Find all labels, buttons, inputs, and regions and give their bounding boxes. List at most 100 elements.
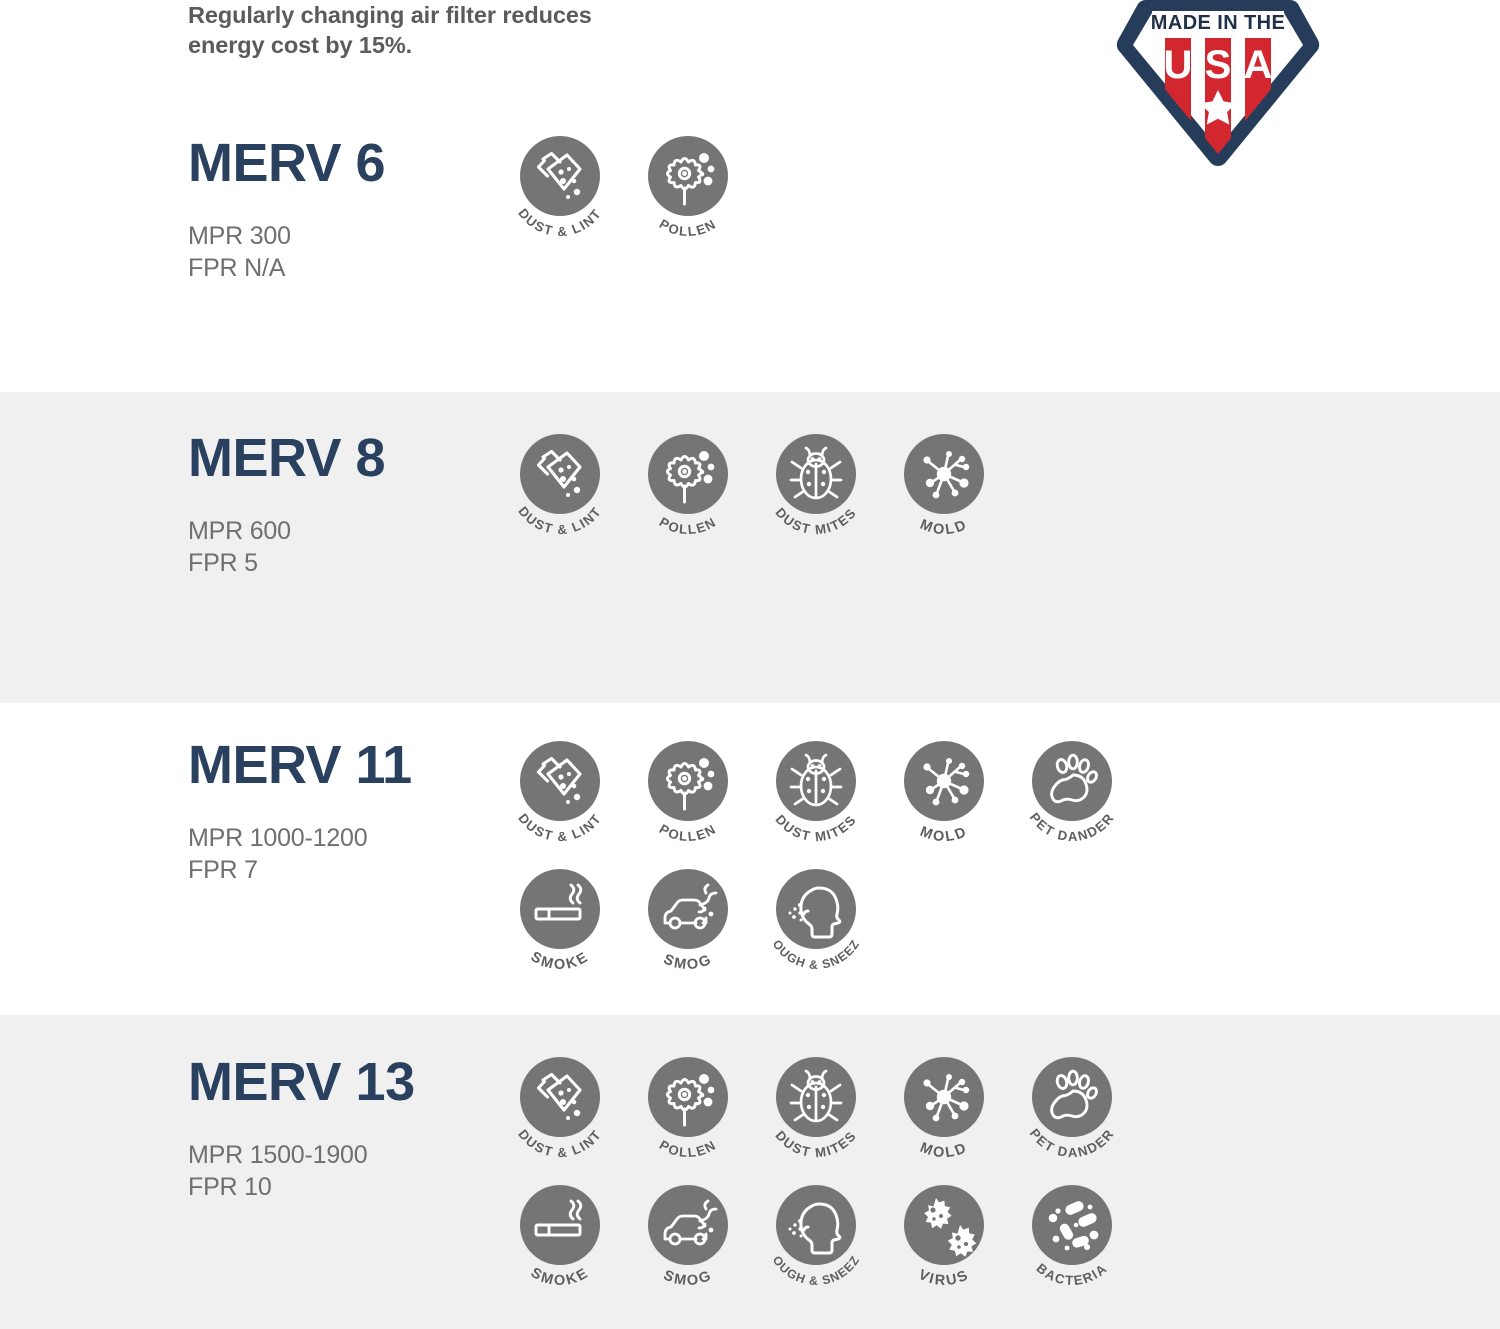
merv-label-col: MERV 8 MPR 600 FPR 5 [188,431,488,579]
icon-row: DUST & LINT POLLEN [515,741,1156,869]
icon-disc [520,136,600,216]
dust-lint-glyph-icon [520,741,600,821]
merv-fpr: FPR 5 [188,549,258,577]
merv-label-col: MERV 11 MPR 1000-1200 FPR 7 [188,738,488,886]
dust-mites-icon: DUST MITES [772,434,860,537]
svg-text:MOLD: MOLD [918,1140,971,1162]
mold-glyph-icon [904,741,984,821]
made-in-usa-badge-icon: MADE IN THE U S A [1116,0,1320,166]
icon-cell-dust-lint: DUST & LINT [515,1057,644,1185]
band-merv13 [0,1015,1500,1329]
icon-rows: DUST & LINT POLLEN [515,136,772,264]
icon-disc [520,741,600,821]
pet-dander-icon: PET DANDER [1027,1057,1116,1160]
mold-icon: MOLD [900,741,988,845]
dust-mites-icon: DUST MITES [772,741,860,844]
bacteria-glyph-icon [1032,1185,1112,1265]
icon-cell-mold: MOLD [900,741,1028,869]
merv-title: MERV 11 [188,735,412,795]
dust-lint-glyph-icon [520,434,600,514]
pollen-glyph-icon [648,1057,728,1137]
pet-dander-glyph-icon [1032,741,1112,821]
band-merv11 [0,703,1500,1015]
svg-text:POLLEN: POLLEN [657,821,719,844]
smoke-icon: SMOKE [516,869,604,973]
icon-cell-pet-dander: PET DANDER [1027,741,1156,869]
icon-cell-bacteria: BACTERIA [1028,1185,1156,1313]
merv-fpr: FPR 7 [188,856,258,884]
merv-mpr: MPR 1500-1900 [188,1141,368,1169]
merv-mpr: MPR 300 [188,222,291,250]
intro-note: Regularly changing air filter reduces en… [188,2,592,58]
icon-rows: DUST & LINT POLLEN [515,1057,1156,1313]
pollen-icon: POLLEN [644,136,732,239]
svg-text:SMOKE: SMOKE [528,1265,592,1289]
icon-cell-mold: MOLD [900,1057,1028,1185]
pollen-glyph-icon [648,136,728,216]
merv-fpr: FPR N/A [188,254,286,282]
badge-letter-s: S [1205,43,1232,87]
dust-mites-glyph-icon [776,741,856,821]
merv-specs: MPR 1000-1200 FPR 7 [188,822,488,886]
mold-icon: MOLD [900,434,988,538]
virus-glyph-icon [904,1185,984,1265]
icon-cell-dust-mites: DUST MITES [772,1057,900,1185]
icon-cell-pollen: POLLEN [644,1057,772,1185]
merv-title: MERV 8 [188,428,386,488]
pollen-icon: POLLEN [644,1057,732,1160]
icon-cell-smoke: SMOKE [516,1185,644,1313]
svg-text:MOLD: MOLD [918,824,971,846]
badge-letter-u: U [1164,43,1193,87]
icon-cell-smog: SMOG [644,1185,772,1313]
icon-row: SMOKE SMOG COUGH & SNEEZE [516,1166,1156,1313]
icon-cell-mold: MOLD [900,434,1028,562]
merv-mpr: MPR 600 [188,517,291,545]
svg-text:POLLEN: POLLEN [657,216,719,239]
icon-disc [648,1185,728,1265]
cough-sneeze-icon: COUGH & SNEEZE [753,1166,861,1288]
icon-disc [1032,1185,1112,1265]
mold-glyph-icon [904,1057,984,1137]
icon-cell-smoke: SMOKE [516,869,644,997]
pollen-icon: POLLEN [644,434,732,537]
icon-cell-pet-dander: PET DANDER [1027,1057,1156,1185]
dust-lint-icon: DUST & LINT [515,1057,604,1160]
svg-text:VIRUS: VIRUS [916,1267,972,1289]
icon-cell-virus: VIRUS [900,1185,1028,1313]
badge-top-text: MADE IN THE [1151,12,1285,34]
dust-mites-glyph-icon [776,1057,856,1137]
merv-specs: MPR 1500-1900 FPR 10 [188,1139,488,1203]
badge-letter-a: A [1244,43,1273,87]
merv-fpr: FPR 10 [188,1173,272,1201]
icon-cell-cough-sneeze: COUGH & SNEEZE [753,850,900,997]
svg-text:POLLEN: POLLEN [657,514,719,537]
svg-text:SMOKE: SMOKE [528,949,592,973]
dust-lint-icon: DUST & LINT [515,741,604,844]
merv-mpr: MPR 1000-1200 [188,824,368,852]
mold-icon: MOLD [900,1057,988,1161]
icon-disc [648,869,728,949]
icon-row: SMOKE SMOG COUGH & SNEEZE [516,850,1156,997]
pollen-icon: POLLEN [644,741,732,844]
band-merv8 [0,392,1500,703]
cough-sneeze-icon: COUGH & SNEEZE [753,850,861,972]
icon-row: DUST & LINT POLLEN [515,136,772,264]
icon-cell-dust-lint: DUST & LINT [515,741,644,869]
dust-lint-glyph-icon [520,136,600,216]
icon-cell-dust-mites: DUST MITES [772,741,900,869]
smog-glyph-icon [648,869,728,949]
merv-label-col: MERV 6 MPR 300 FPR N/A [188,136,488,284]
smog-glyph-icon [648,1185,728,1265]
smoke-glyph-icon [520,869,600,949]
icon-row: DUST & LINT POLLEN [515,434,1028,562]
icon-cell-pollen: POLLEN [644,136,772,264]
svg-text:SMOG: SMOG [661,1267,715,1289]
pollen-glyph-icon [648,741,728,821]
icon-disc [520,434,600,514]
icon-cell-smog: SMOG [644,869,772,997]
smog-icon: SMOG [644,1185,732,1289]
smoke-icon: SMOKE [516,1185,604,1289]
svg-text:MOLD: MOLD [918,517,971,539]
mold-glyph-icon [904,434,984,514]
dust-lint-glyph-icon [520,1057,600,1137]
